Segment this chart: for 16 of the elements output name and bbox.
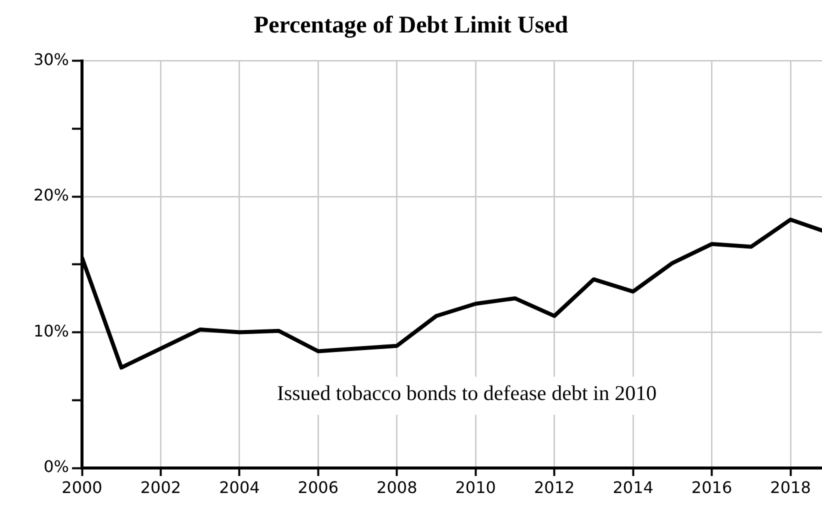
chart-title: Percentage of Debt Limit Used	[254, 12, 569, 39]
x-tick-label: 2010	[455, 478, 496, 497]
y-tick-label: 0%	[44, 457, 69, 476]
x-tick-label: 2002	[140, 478, 182, 497]
x-tick-label: 2016	[691, 478, 732, 497]
x-tick-label: 2014	[612, 478, 654, 497]
x-tick-label: 2018	[770, 478, 811, 497]
annotation: Issued tobacco bonds to defease debt in 2010	[276, 381, 657, 406]
x-tick-label: 2012	[534, 478, 575, 497]
x-tick-label: 2000	[62, 478, 102, 497]
x-tick-label: 2008	[376, 478, 418, 497]
x-tick-label: 2004	[219, 478, 260, 497]
y-tick-label: 20%	[33, 186, 69, 205]
y-tick-label: 10%	[33, 321, 69, 340]
y-tick-label: 30%	[33, 50, 69, 69]
x-tick-label: 2006	[298, 478, 339, 497]
